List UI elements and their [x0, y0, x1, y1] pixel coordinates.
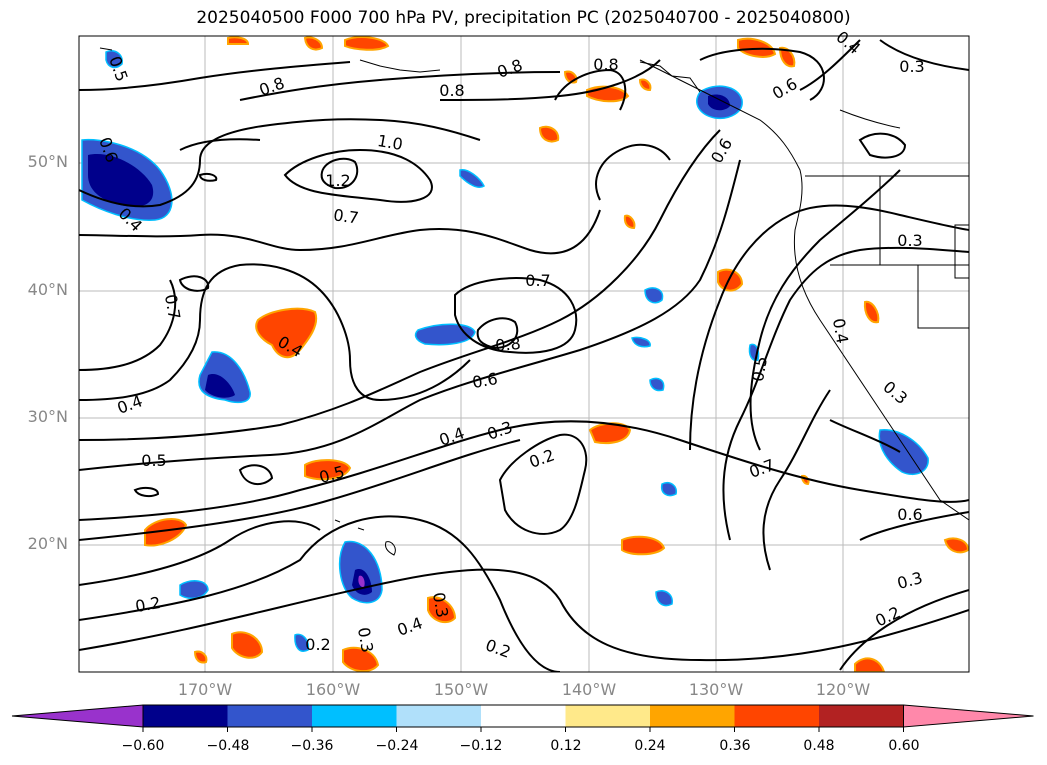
contour-label: 0.5	[141, 451, 166, 470]
colorbar-outline	[142, 704, 904, 728]
colorbar-tick-label: −0.60	[121, 738, 165, 754]
colorbar-tick-label: 0.36	[719, 738, 751, 754]
colorbar-tick-label: −0.12	[459, 738, 503, 754]
colorbar-tick-label: −0.36	[290, 738, 334, 754]
map-frame-border	[78, 35, 970, 673]
contour-label: 0.2	[305, 635, 330, 654]
contour-label: 0.7	[525, 271, 550, 290]
contour-label: 0.7	[332, 205, 360, 227]
contour-label: 0.3	[897, 231, 922, 250]
contour-label: 0.7	[161, 293, 184, 321]
map-frame-background	[79, 36, 969, 672]
colorbar-tick-label: 0.24	[634, 738, 666, 754]
colorbar-segment	[396, 705, 481, 727]
colorbar-segment	[227, 705, 312, 727]
contour-label: 0.3	[429, 591, 452, 619]
colorbar-segment	[650, 705, 735, 727]
colorbar-segment	[734, 705, 819, 727]
colorbar-tick-label: 0.60	[888, 738, 920, 754]
colorbar-tick-label: 0.12	[550, 738, 582, 754]
colorbar-segment	[481, 705, 566, 727]
colorbar-tick-label: 0.48	[803, 738, 835, 754]
precipitation-positive-areas	[144, 36, 969, 672]
colorbar-segment	[143, 705, 228, 727]
lon-label-120w: 120°W	[815, 680, 871, 699]
contour-label: 0.2	[134, 593, 162, 616]
colorbar	[11, 704, 1034, 732]
lat-label-30n: 30°N	[27, 407, 68, 426]
colorbar-segment	[565, 705, 650, 727]
contour-label: 0.8	[439, 81, 464, 100]
lon-label-170w: 170°W	[177, 680, 233, 699]
contour-label: 0.3	[354, 626, 377, 654]
lon-label-130w: 130°W	[688, 680, 744, 699]
contour-label: 0.3	[899, 57, 924, 76]
contour-label: 0.4	[829, 317, 852, 345]
colorbar-extend-high	[903, 704, 1034, 728]
lat-label-40n: 40°N	[27, 280, 68, 299]
colorbar-segment	[819, 705, 904, 727]
graticule	[79, 36, 969, 672]
lon-label-140w: 140°W	[561, 680, 617, 699]
lat-label-20n: 20°N	[27, 534, 68, 553]
contour-label: 0.6	[897, 505, 922, 524]
map-content	[79, 36, 969, 672]
contour-label: 0.6	[471, 369, 499, 392]
contour-label: 0.8	[494, 334, 521, 355]
coastlines	[99, 47, 969, 556]
contour-label: 1.0	[376, 131, 404, 154]
contour-label: 0.8	[593, 55, 618, 74]
pv-contours	[79, 39, 969, 672]
map-title: 2025040500 F000 700 hPa PV, precipitatio…	[196, 8, 851, 28]
colorbar-segment	[312, 705, 397, 727]
contour-label: 0.5	[748, 355, 771, 383]
colorbar-tick-label: −0.24	[375, 738, 419, 754]
contour-label: 1.2	[325, 171, 350, 190]
colorbar-tick-label: −0.48	[206, 738, 250, 754]
lat-label-50n: 50°N	[27, 152, 68, 171]
colorbar-extend-low	[11, 704, 144, 728]
lon-label-150w: 150°W	[433, 680, 489, 699]
lon-label-160w: 160°W	[305, 680, 361, 699]
